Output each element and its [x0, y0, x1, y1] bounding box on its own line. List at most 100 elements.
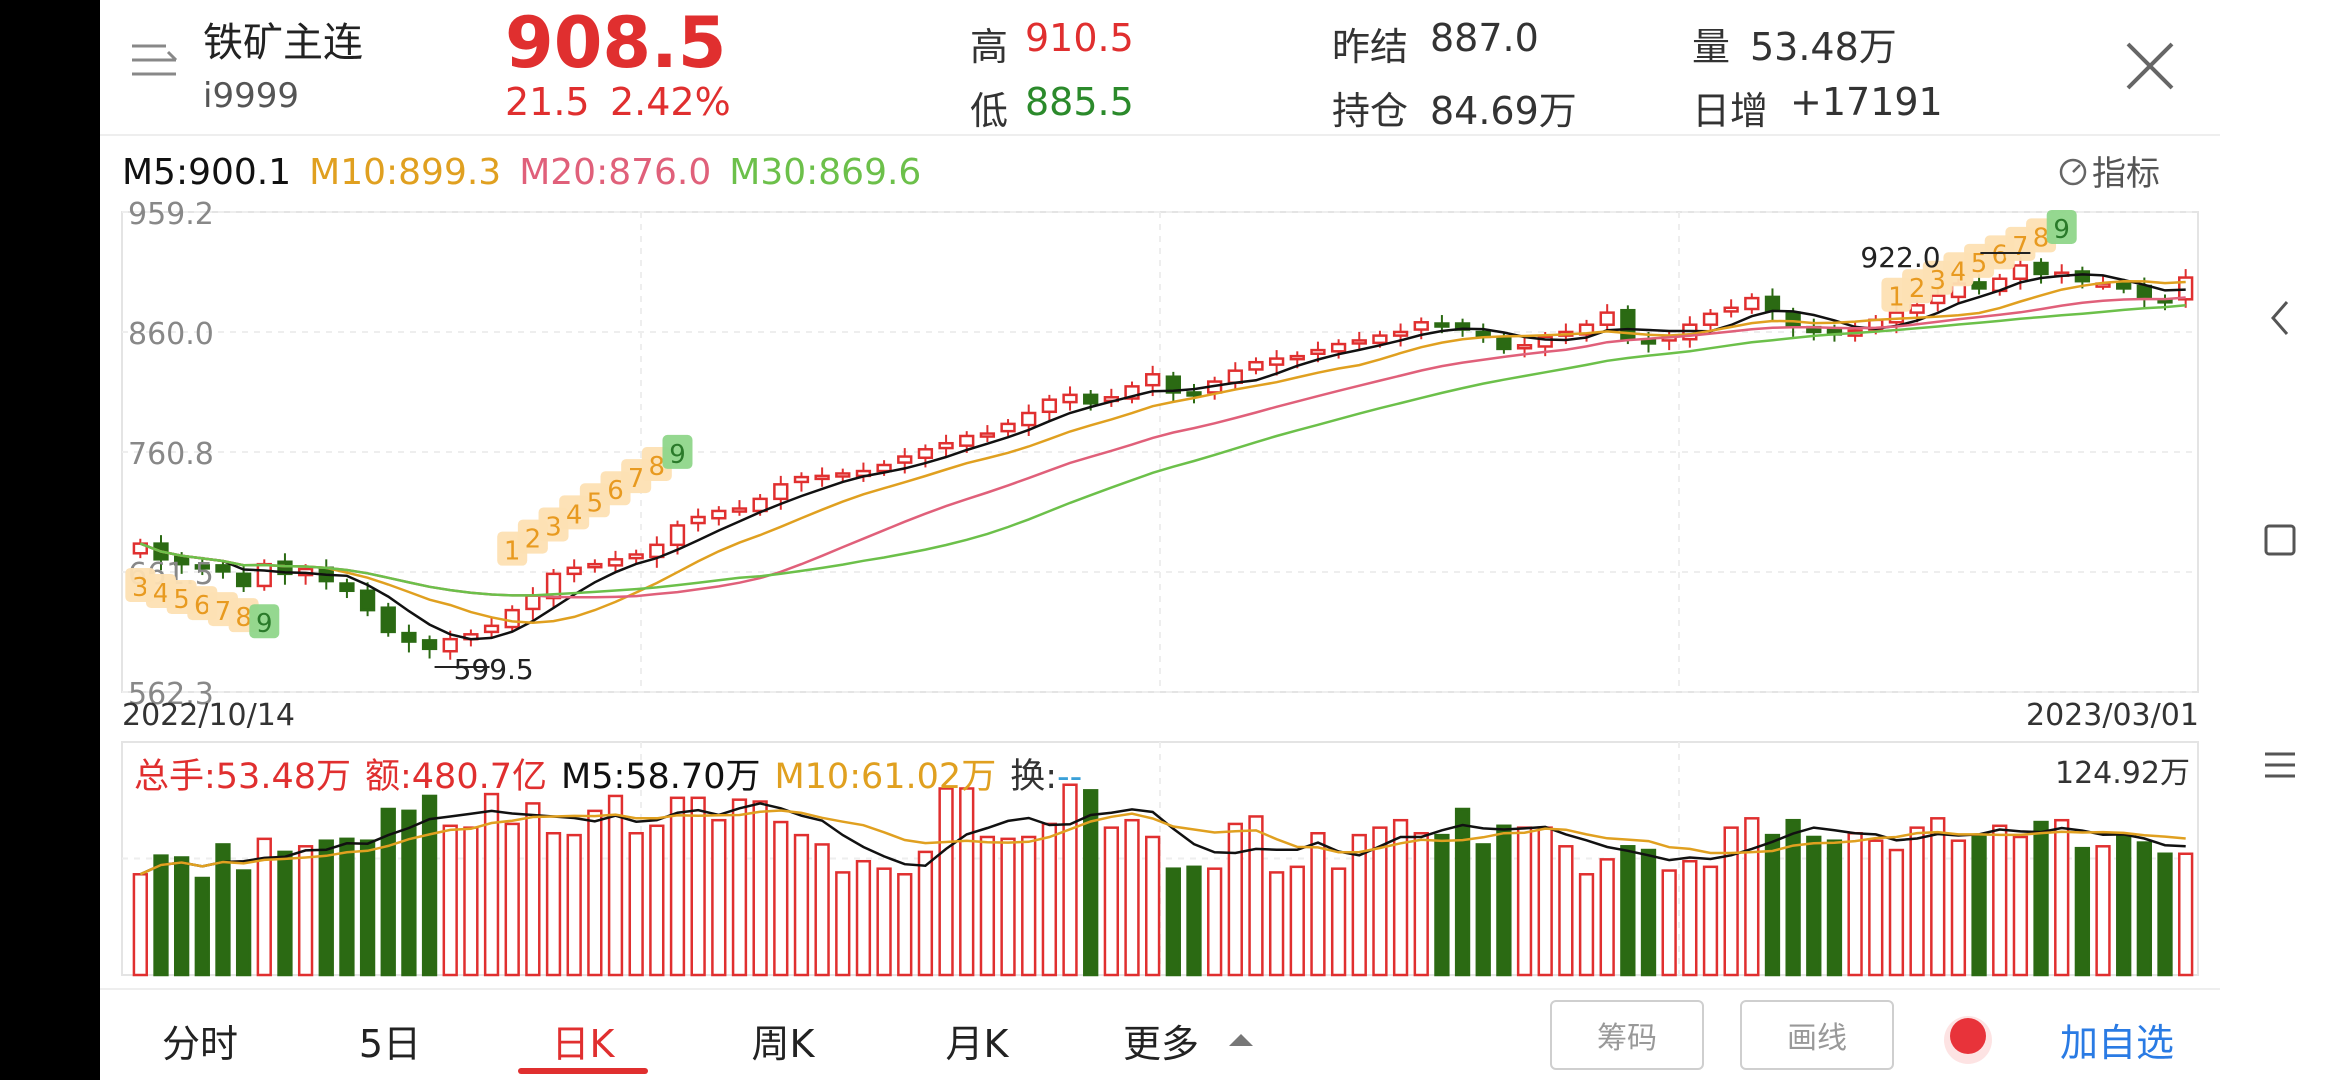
- candle: [773, 483, 789, 501]
- td-badge-label: 7: [628, 464, 645, 494]
- add-watchlist-button[interactable]: 加自选: [2060, 1021, 2175, 1065]
- y-tick-label: 860.0: [128, 317, 214, 352]
- candle: [401, 631, 417, 643]
- volume-bar: [1413, 831, 1429, 977]
- candle: [628, 553, 644, 560]
- volume-bar: [2074, 846, 2091, 977]
- volume-bar: [711, 818, 727, 977]
- volume-bar: [1351, 833, 1367, 977]
- close-icon[interactable]: [2122, 38, 2178, 94]
- volume-bar: [669, 796, 686, 977]
- candle: [1041, 398, 1058, 414]
- volume-bar: [256, 837, 272, 977]
- system-navigation-bar: [2220, 0, 2340, 1080]
- candle: [1145, 373, 1161, 387]
- indicators-label: 指标: [2092, 154, 2160, 194]
- volume-bar: [1537, 826, 1553, 977]
- volume-bar: [1868, 839, 1884, 977]
- candle: [256, 562, 272, 588]
- td-badge-label: 9: [256, 609, 273, 639]
- td-badge-label: 2: [1909, 274, 1926, 304]
- high-label: 高: [970, 25, 1009, 69]
- vol-m5-legend: M5:58.70万: [561, 757, 761, 797]
- volume-bar: [938, 787, 954, 977]
- recents-nav-icon[interactable]: [2220, 725, 2340, 805]
- candle: [2074, 270, 2091, 283]
- td-badge-label: 4: [153, 579, 170, 609]
- candle: [483, 624, 500, 634]
- tab-monthly-k[interactable]: 月K: [945, 1021, 1009, 1066]
- menu-icon[interactable]: [130, 40, 180, 84]
- volume-bar: [1723, 826, 1739, 977]
- draw-line-button[interactable]: 画线: [1740, 1000, 1894, 1070]
- td-badge-label: 1: [1888, 283, 1905, 313]
- volume-bar: [2116, 833, 2132, 977]
- start-date: 2022/10/14: [122, 698, 295, 733]
- volume-bar: [1992, 824, 2008, 977]
- td-badge-label: 4: [1950, 257, 1967, 287]
- candle: [1599, 311, 1615, 326]
- volume-bar: [297, 845, 314, 977]
- volume-bar: [607, 794, 624, 977]
- candle: [1227, 369, 1243, 385]
- candle: [2012, 264, 2029, 281]
- td-badge-label: 5: [587, 488, 604, 518]
- td-badge-label: 6: [1991, 240, 2008, 270]
- volume-bar: [359, 839, 376, 977]
- volume-bar: [1145, 835, 1161, 977]
- candlestick-chart[interactable]: 959.2860.0760.8661.5562.3345678912345678…: [100, 0, 2220, 1000]
- candle: [1186, 391, 1202, 397]
- volume-bar: [318, 839, 334, 977]
- volume-bar: [1785, 818, 1801, 977]
- volume-ma5-line: [139, 802, 2186, 876]
- candle: [1744, 296, 1760, 311]
- volume-bar: [483, 792, 500, 977]
- open-interest-label: 持仓: [1332, 89, 1409, 133]
- volume-bar: [1496, 824, 1512, 977]
- volume-bar: [814, 843, 830, 977]
- candle: [1723, 306, 1739, 313]
- tab-daily-k[interactable]: 日K: [518, 1000, 648, 1080]
- volume-bar: [1021, 835, 1037, 977]
- volume-bar: [1454, 807, 1471, 977]
- candle: [669, 524, 686, 547]
- volume-bar: [1372, 826, 1388, 977]
- volume-bar: [897, 873, 913, 977]
- record-icon[interactable]: [1938, 1010, 1998, 1070]
- indicators-button[interactable]: 指标: [2058, 146, 2160, 195]
- candle: [814, 474, 830, 481]
- volume-bar: [1640, 848, 1657, 977]
- tab-weekly-k[interactable]: 周K: [751, 1021, 815, 1066]
- volume-bar: [1764, 833, 1781, 977]
- candle: [1289, 354, 1305, 361]
- volume-bar: [876, 867, 892, 977]
- turnover-legend: 额:480.7亿: [365, 757, 547, 797]
- td-badge-label: 7: [2012, 232, 2029, 262]
- candle: [917, 448, 934, 459]
- volume-bar: [855, 859, 872, 977]
- candle: [1434, 322, 1450, 328]
- back-nav-icon[interactable]: [2220, 278, 2340, 358]
- candle: [835, 472, 851, 478]
- header-divider: [100, 134, 2220, 136]
- td-badge-label: 9: [2053, 215, 2070, 245]
- td-badge-label: 8: [235, 603, 252, 633]
- tab-more[interactable]: 更多: [1098, 1000, 1278, 1080]
- candle: [194, 564, 210, 570]
- ma30-line: [139, 304, 2186, 597]
- home-nav-icon[interactable]: [2220, 500, 2340, 580]
- volume-bar: [1289, 865, 1305, 977]
- candle: [1392, 330, 1409, 337]
- chips-button[interactable]: 筹码: [1550, 1000, 1704, 1070]
- volume-bar: [401, 809, 417, 977]
- volume-bar: [2095, 845, 2111, 977]
- tab-5day[interactable]: 5日: [358, 1021, 422, 1066]
- td-badge: [2046, 209, 2077, 244]
- candle: [1909, 304, 1925, 314]
- td-badge-label: 3: [545, 512, 562, 542]
- td-badge-label: 9: [669, 440, 686, 470]
- volume-bar: [959, 787, 975, 977]
- tab-intraday[interactable]: 分时: [161, 1021, 238, 1066]
- volume-bar: [1330, 867, 1347, 977]
- volume-bar: [1744, 817, 1760, 977]
